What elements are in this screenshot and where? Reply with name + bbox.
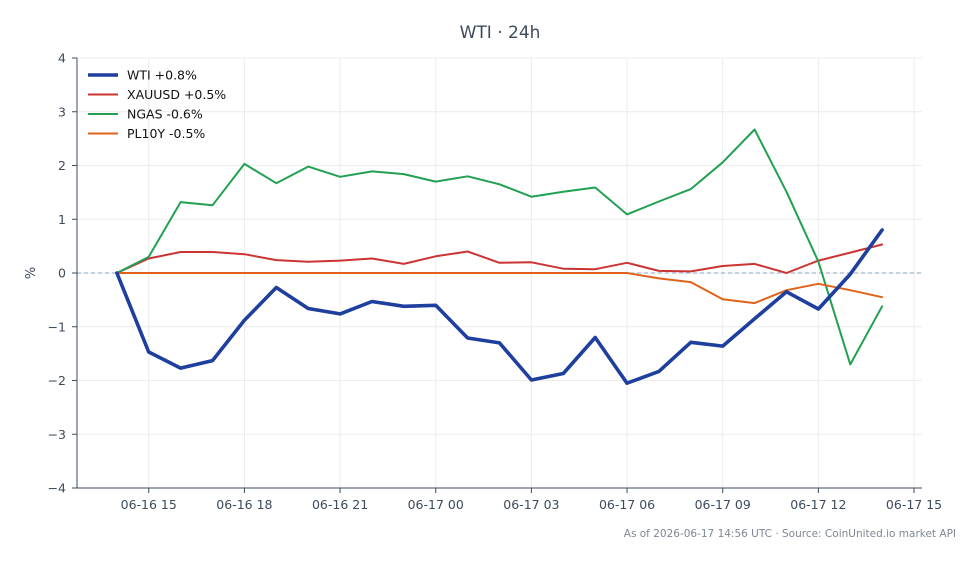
series-line-1 <box>115 243 884 274</box>
y-tick-label: 1 <box>58 212 66 227</box>
y-tick-label: −1 <box>48 319 66 334</box>
x-tick-label: 06-17 00 <box>408 497 464 512</box>
legend-label: WTI +0.8% <box>127 68 197 83</box>
legend-label: NGAS -0.6% <box>127 107 203 122</box>
x-tick-label: 06-16 18 <box>216 497 272 512</box>
y-tick-label: 3 <box>58 104 66 119</box>
legend-label: PL10Y -0.5% <box>127 126 205 141</box>
x-tick-label: 06-17 03 <box>503 497 559 512</box>
x-tick-label: 06-17 06 <box>599 497 655 512</box>
x-tick-label: 06-17 12 <box>790 497 846 512</box>
y-tick-label: −2 <box>48 373 66 388</box>
series-line-2 <box>115 128 884 366</box>
y-tick-label: 4 <box>58 51 66 66</box>
legend: WTI +0.8% XAUUSD +0.5% NGAS -0.6% PL10Y -0.… <box>88 68 226 141</box>
y-tick-label: −3 <box>48 427 66 442</box>
y-tick-label: 0 <box>58 266 66 281</box>
series-line-0 <box>115 228 884 386</box>
legend-label: XAUUSD +0.5% <box>127 87 226 102</box>
chart-title: WTI · 24h <box>460 23 541 43</box>
y-tick-label: −4 <box>48 481 66 496</box>
x-tick-label: 06-17 09 <box>695 497 751 512</box>
series-line-3 <box>115 272 884 305</box>
x-tick-label: 06-16 15 <box>121 497 177 512</box>
x-tick-label: 06-17 15 <box>886 497 942 512</box>
x-tick-label: 06-16 21 <box>312 497 368 512</box>
y-axis-label: % <box>24 267 39 279</box>
series-lines <box>115 128 884 386</box>
y-tick-label: 2 <box>58 158 66 173</box>
x-axis-ticks: 06-16 15 06-16 18 06-16 21 06-17 00 06-17 03… <box>121 488 942 512</box>
y-axis-ticks: 4 3 2 1 0 −1 −2 −3 −4 <box>48 51 77 496</box>
source-footnote: As of 2026-06-17 14:56 UTC · Source: Coi… <box>623 528 956 540</box>
